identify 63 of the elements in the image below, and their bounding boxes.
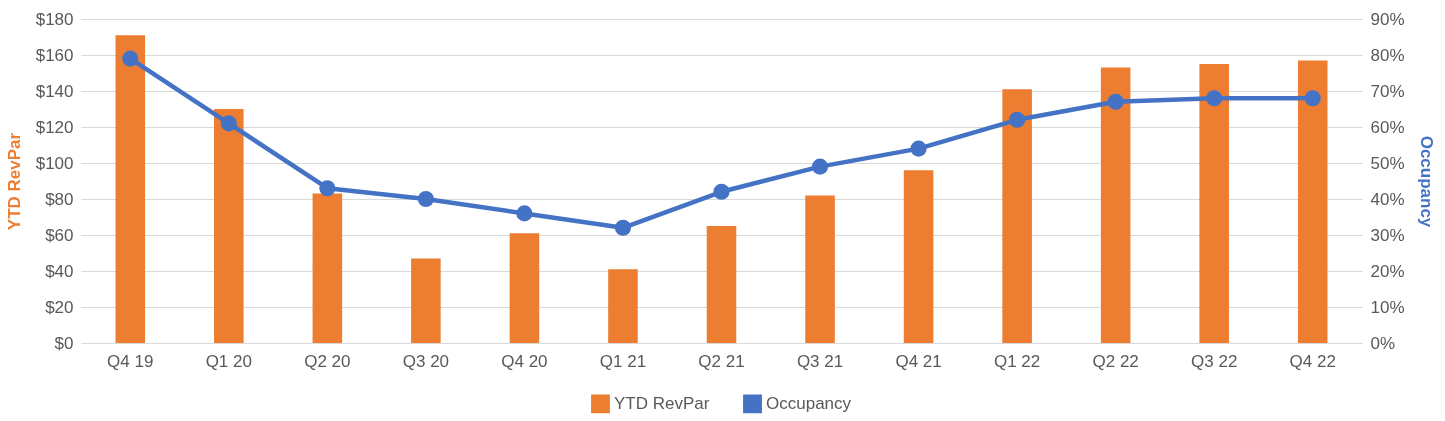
point bbox=[1107, 93, 1124, 110]
y2-tick-label: 40% bbox=[1370, 189, 1405, 209]
point bbox=[713, 183, 730, 200]
y-tick-label: $160 bbox=[35, 45, 74, 65]
x-tick-label: Q2 22 bbox=[1092, 351, 1139, 371]
bar bbox=[706, 226, 737, 343]
point bbox=[319, 180, 336, 197]
bar bbox=[805, 195, 835, 343]
x-tick-label: Q1 22 bbox=[993, 351, 1041, 371]
bar bbox=[115, 35, 146, 343]
y2-tick-label: 10% bbox=[1370, 297, 1405, 317]
y2-tick-label: 90% bbox=[1370, 9, 1405, 29]
y2-tick-label: 70% bbox=[1370, 81, 1405, 101]
point bbox=[516, 205, 533, 222]
point bbox=[910, 140, 927, 157]
point bbox=[1304, 90, 1321, 107]
point bbox=[220, 115, 237, 132]
bar bbox=[903, 170, 934, 343]
y2-axis-title: Occupancy bbox=[1416, 135, 1436, 228]
point bbox=[417, 190, 434, 208]
legend-label: Occupancy bbox=[766, 393, 852, 413]
y2-tick-label: 20% bbox=[1370, 261, 1405, 281]
bar bbox=[1002, 89, 1032, 343]
x-tick-label: Q3 20 bbox=[402, 351, 450, 371]
y2-tick-label: 30% bbox=[1370, 225, 1405, 245]
point bbox=[1009, 111, 1026, 128]
y2-tick-label: 80% bbox=[1370, 45, 1405, 65]
x-tick-label: Q1 21 bbox=[599, 351, 647, 371]
bar bbox=[411, 258, 441, 343]
bar bbox=[1100, 67, 1131, 343]
y-tick-label: $100 bbox=[35, 153, 74, 173]
y-tick-label: $120 bbox=[35, 117, 74, 137]
y-tick-label: $0 bbox=[54, 333, 74, 353]
bar bbox=[1199, 64, 1229, 343]
x-tick-label: Q2 20 bbox=[304, 351, 351, 371]
y-tick-label: $180 bbox=[35, 9, 74, 29]
y-tick-label: $60 bbox=[45, 225, 74, 245]
x-tick-label: Q4 20 bbox=[501, 351, 548, 371]
y2-tick-label: 0% bbox=[1370, 333, 1396, 353]
y-axis-title: YTD RevPar bbox=[4, 132, 24, 231]
bar bbox=[312, 193, 343, 343]
x-tick-label: Q2 21 bbox=[698, 351, 745, 371]
y2-tick-label: 50% bbox=[1370, 153, 1405, 173]
y2-tick-label: 60% bbox=[1370, 117, 1405, 137]
x-tick-label: Q3 22 bbox=[1191, 351, 1238, 371]
y-tick-label: $140 bbox=[35, 81, 74, 101]
point bbox=[614, 219, 632, 236]
y-tick-label: $80 bbox=[45, 189, 74, 209]
y-tick-label: $20 bbox=[45, 297, 74, 317]
x-tick-label: Q3 21 bbox=[796, 351, 844, 371]
legend-label: YTD RevPar bbox=[614, 393, 710, 413]
bar bbox=[509, 233, 540, 343]
bar bbox=[214, 109, 244, 343]
x-tick-label: Q4 21 bbox=[895, 351, 942, 371]
x-tick-label: Q4 22 bbox=[1289, 351, 1336, 371]
x-tick-label: Q1 20 bbox=[205, 351, 252, 371]
bar bbox=[608, 269, 638, 343]
bar bbox=[1297, 60, 1328, 343]
point bbox=[1206, 90, 1223, 107]
x-tick-label: Q4 19 bbox=[107, 351, 154, 371]
point bbox=[811, 158, 829, 175]
y-tick-label: $40 bbox=[45, 261, 74, 281]
point bbox=[122, 50, 139, 67]
